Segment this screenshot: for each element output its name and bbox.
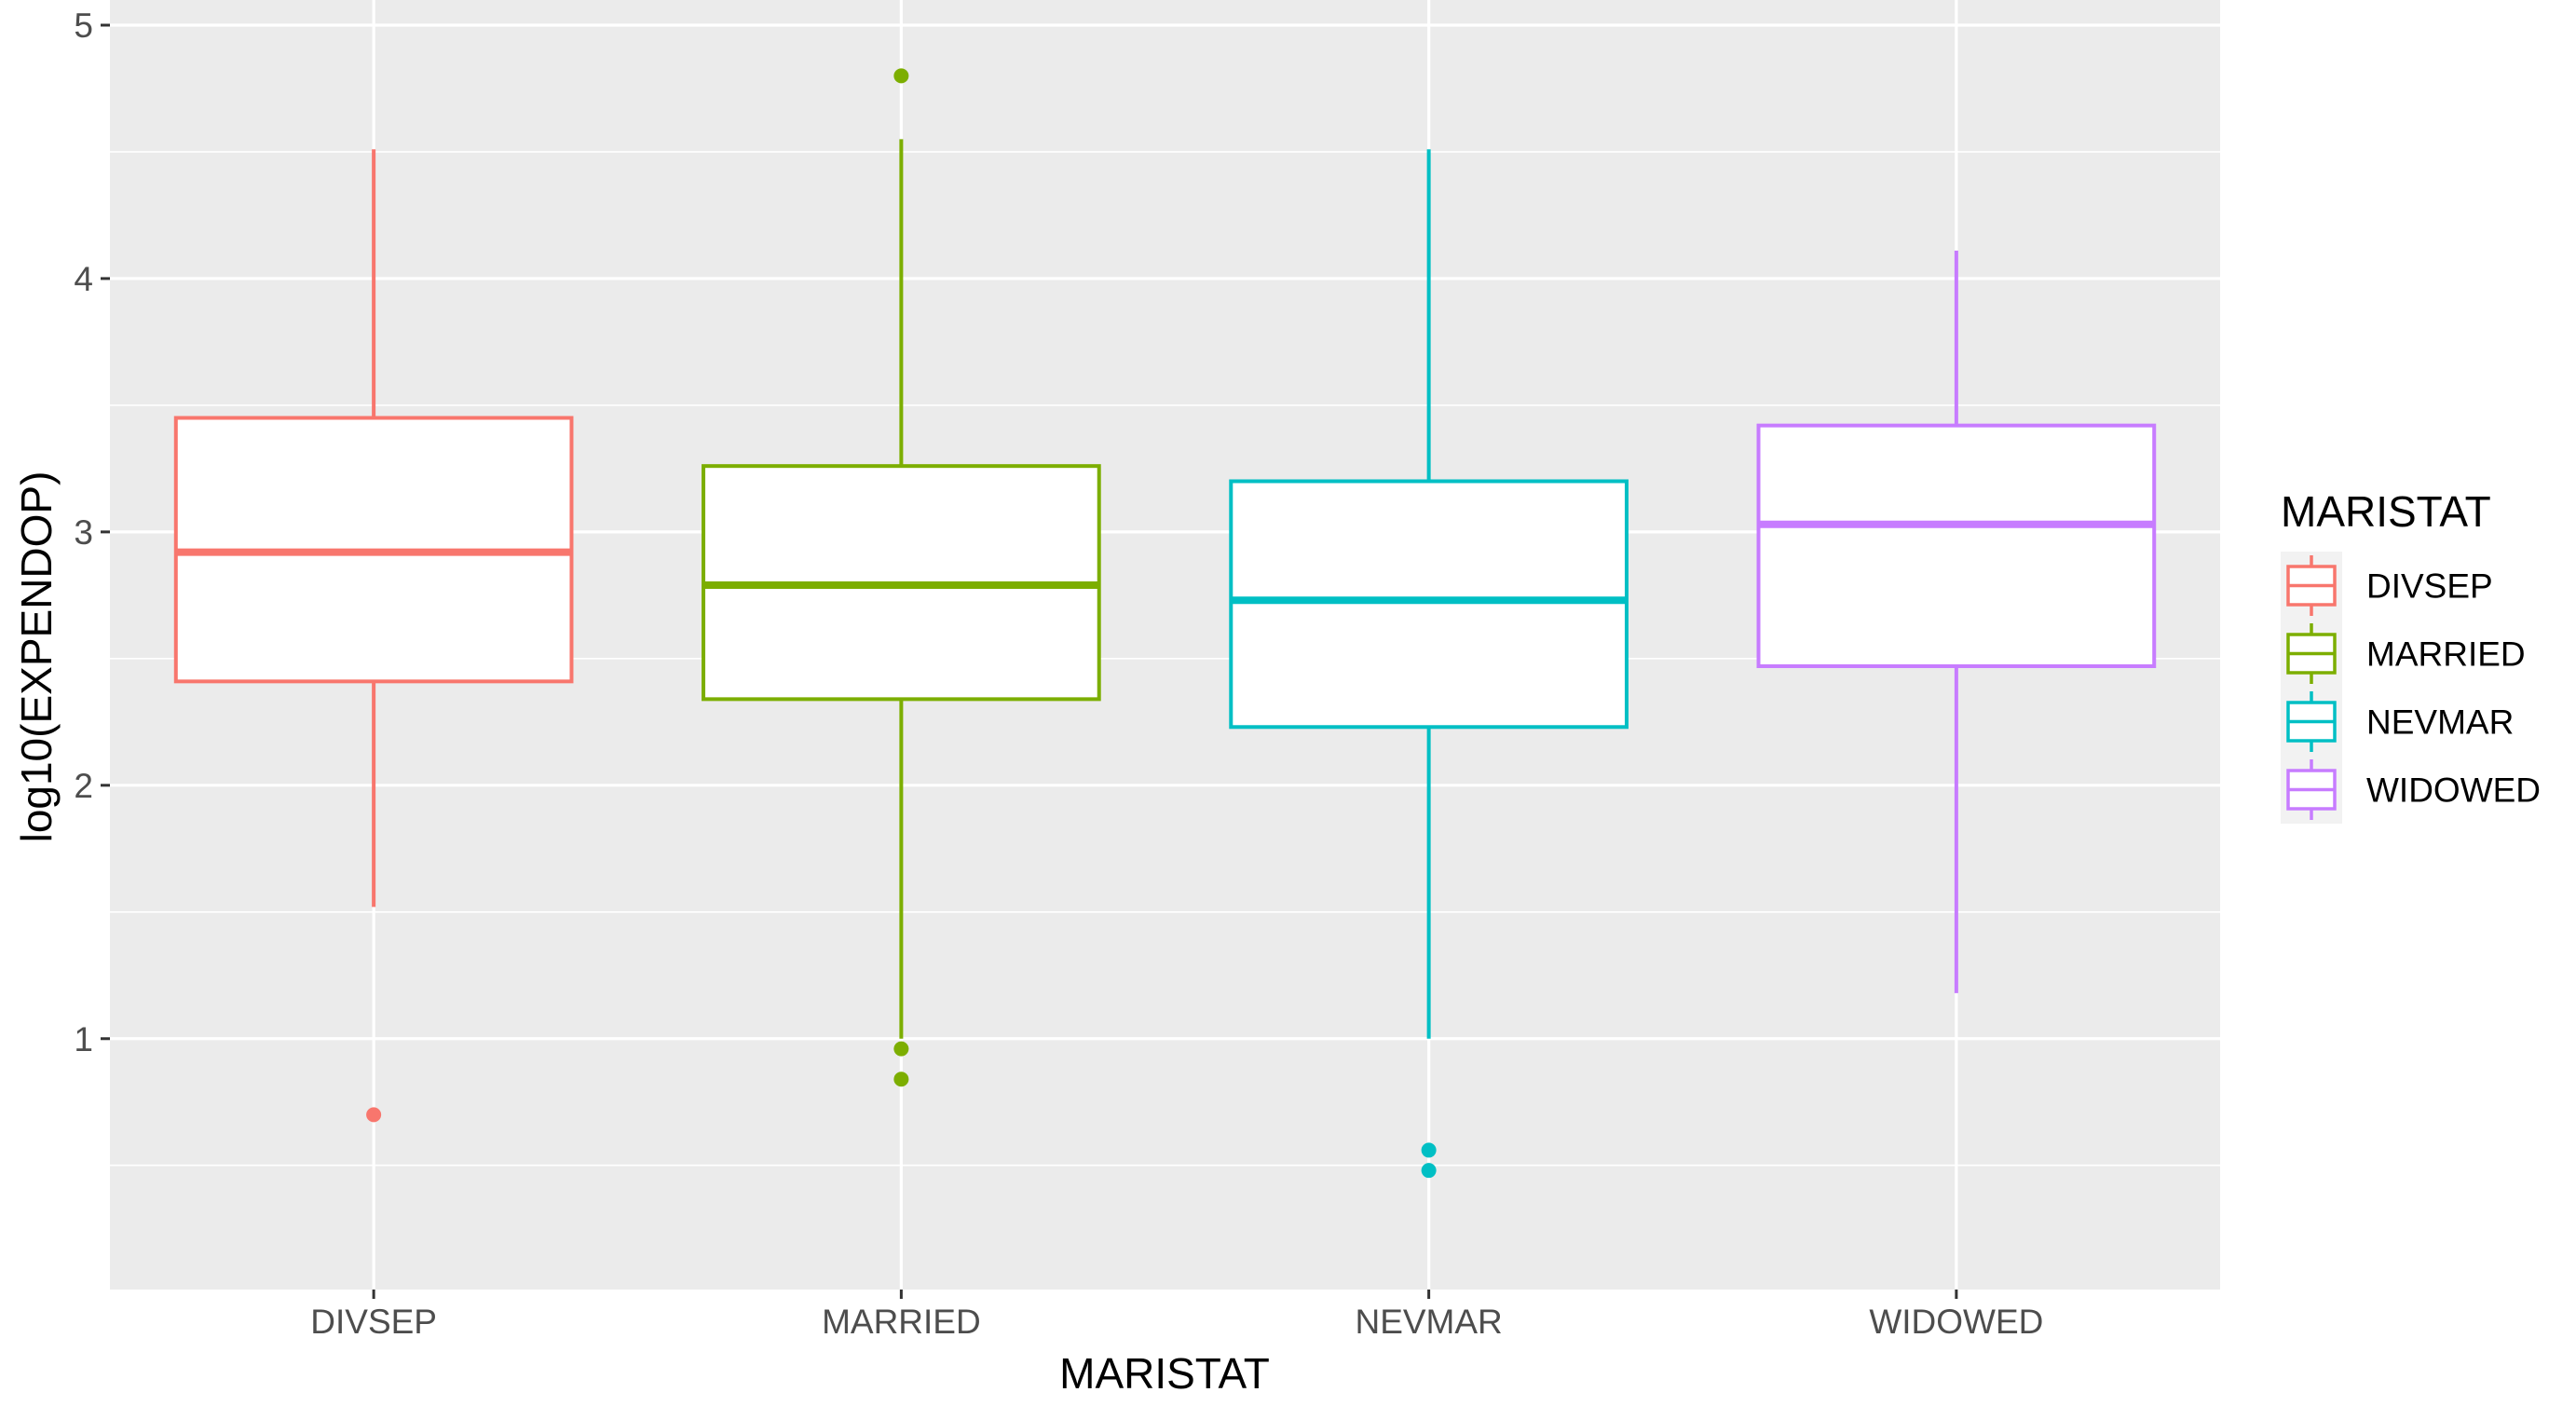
y-tick-label: 5 (74, 7, 93, 45)
legend-items: DIVSEP MARRIED NEVMAR WIDOWED (2281, 552, 2541, 824)
y-axis-title: log10(EXPENDOP) (12, 471, 61, 843)
outlier-point (893, 1041, 909, 1057)
box (1756, 423, 2157, 669)
boxplot-divsep (173, 149, 574, 1123)
legend-item-widowed: WIDOWED (2281, 756, 2541, 824)
box (1229, 479, 1629, 730)
legend-item-divsep: DIVSEP (2281, 552, 2493, 620)
y-tick-label: 1 (74, 1020, 93, 1058)
legend-title: MARISTAT (2281, 487, 2491, 536)
outlier-point (1421, 1142, 1437, 1158)
legend-label: DIVSEP (2366, 567, 2493, 606)
y-tick-label: 4 (74, 260, 93, 298)
legend-item-nevmar: NEVMAR (2281, 688, 2514, 756)
outlier-point (366, 1107, 382, 1123)
legend-label: NEVMAR (2366, 703, 2514, 742)
x-tick-label: DIVSEP (310, 1303, 437, 1341)
boxplot-nevmar (1229, 149, 1629, 1179)
boxes (173, 68, 2157, 1179)
outlier-point (893, 1072, 909, 1087)
legend: MARISTAT DIVSEP MARRIED NEVMAR WIDOWED (2281, 487, 2541, 824)
x-tick-label: MARRIED (822, 1303, 981, 1341)
x-tick-label: WIDOWED (1869, 1303, 2043, 1341)
legend-item-married: MARRIED (2281, 620, 2526, 688)
boxplot-married (702, 68, 1101, 1087)
x-tick-label: NEVMAR (1355, 1303, 1502, 1341)
outlier-point (1421, 1163, 1437, 1179)
legend-label: MARRIED (2366, 635, 2526, 674)
x-axis-title: MARISTAT (1059, 1349, 1270, 1398)
y-tick-label: 3 (74, 513, 93, 552)
outlier-point (893, 68, 909, 84)
axes: 1 2 3 4 5 DIVSEP MARRIED NEVMAR WIDOWED (74, 7, 2043, 1341)
legend-label: WIDOWED (2366, 771, 2541, 810)
y-tick-label: 2 (74, 767, 93, 805)
boxplot-widowed (1756, 251, 2157, 993)
